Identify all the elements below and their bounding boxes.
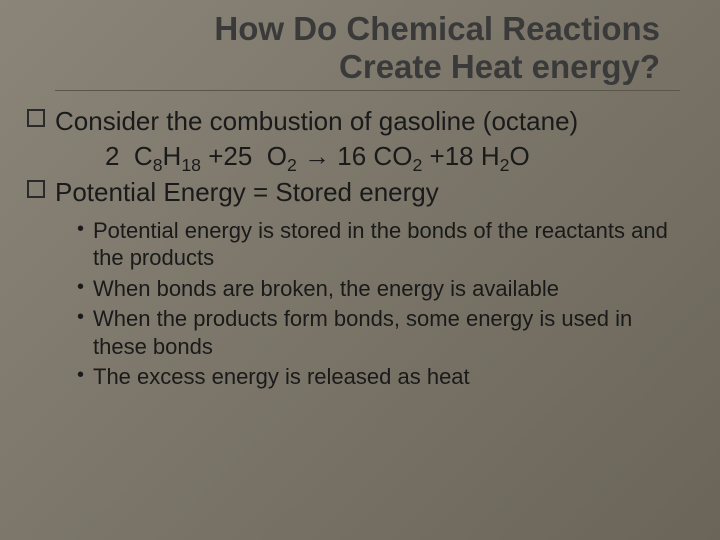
chemical-equation: 2 C8H18 +25 O2 → 16 CO2 +18 H2O	[55, 141, 680, 172]
slide-container: How Do Chemical Reactions Create Heat en…	[0, 0, 720, 540]
main-bullet-list: Consider the combustion of gasoline (oct…	[55, 105, 680, 138]
eq-sub: 8	[153, 156, 163, 176]
main-bullet-list-2: Potential Energy = Stored energy	[55, 176, 680, 209]
sub-bullet-1: Potential energy is stored in the bonds …	[77, 217, 680, 272]
eq-sub: 2	[287, 156, 297, 176]
eq-part: +18 H	[422, 141, 499, 171]
sub-bullet-4: The excess energy is released as heat	[77, 363, 680, 391]
sub-text: Potential energy is stored in the bonds …	[93, 218, 668, 271]
square-bullet-icon	[27, 109, 45, 127]
sub-bullet-3: When the products form bonds, some energ…	[77, 305, 680, 360]
sub-text: When bonds are broken, the energy is ava…	[93, 276, 559, 301]
bullet-potential: Potential Energy = Stored energy	[55, 176, 680, 209]
sub-bullet-list: Potential energy is stored in the bonds …	[55, 217, 680, 391]
eq-part: 2 C	[105, 141, 153, 171]
sub-text: When the products form bonds, some energ…	[93, 306, 632, 359]
eq-sub: 2	[412, 156, 422, 176]
bullet-text-2: Potential Energy = Stored energy	[55, 177, 439, 207]
eq-sub: 2	[500, 156, 510, 176]
bullet-text-1: Consider the combustion of gasoline (oct…	[55, 106, 578, 136]
title-line-1: How Do Chemical Reactions	[214, 10, 660, 47]
eq-part: 16 CO	[337, 141, 412, 171]
sub-bullet-2: When bonds are broken, the energy is ava…	[77, 275, 680, 303]
bullet-consider: Consider the combustion of gasoline (oct…	[55, 105, 680, 138]
eq-part: O	[509, 141, 529, 171]
eq-part: H	[163, 141, 182, 171]
eq-part: +25 O	[201, 141, 287, 171]
sub-text: The excess energy is released as heat	[93, 364, 470, 389]
eq-sub: 18	[181, 156, 201, 176]
slide-title: How Do Chemical Reactions Create Heat en…	[55, 10, 680, 91]
title-line-2: Create Heat energy?	[339, 48, 660, 85]
square-bullet-icon	[27, 180, 45, 198]
arrow-icon: →	[297, 141, 337, 171]
